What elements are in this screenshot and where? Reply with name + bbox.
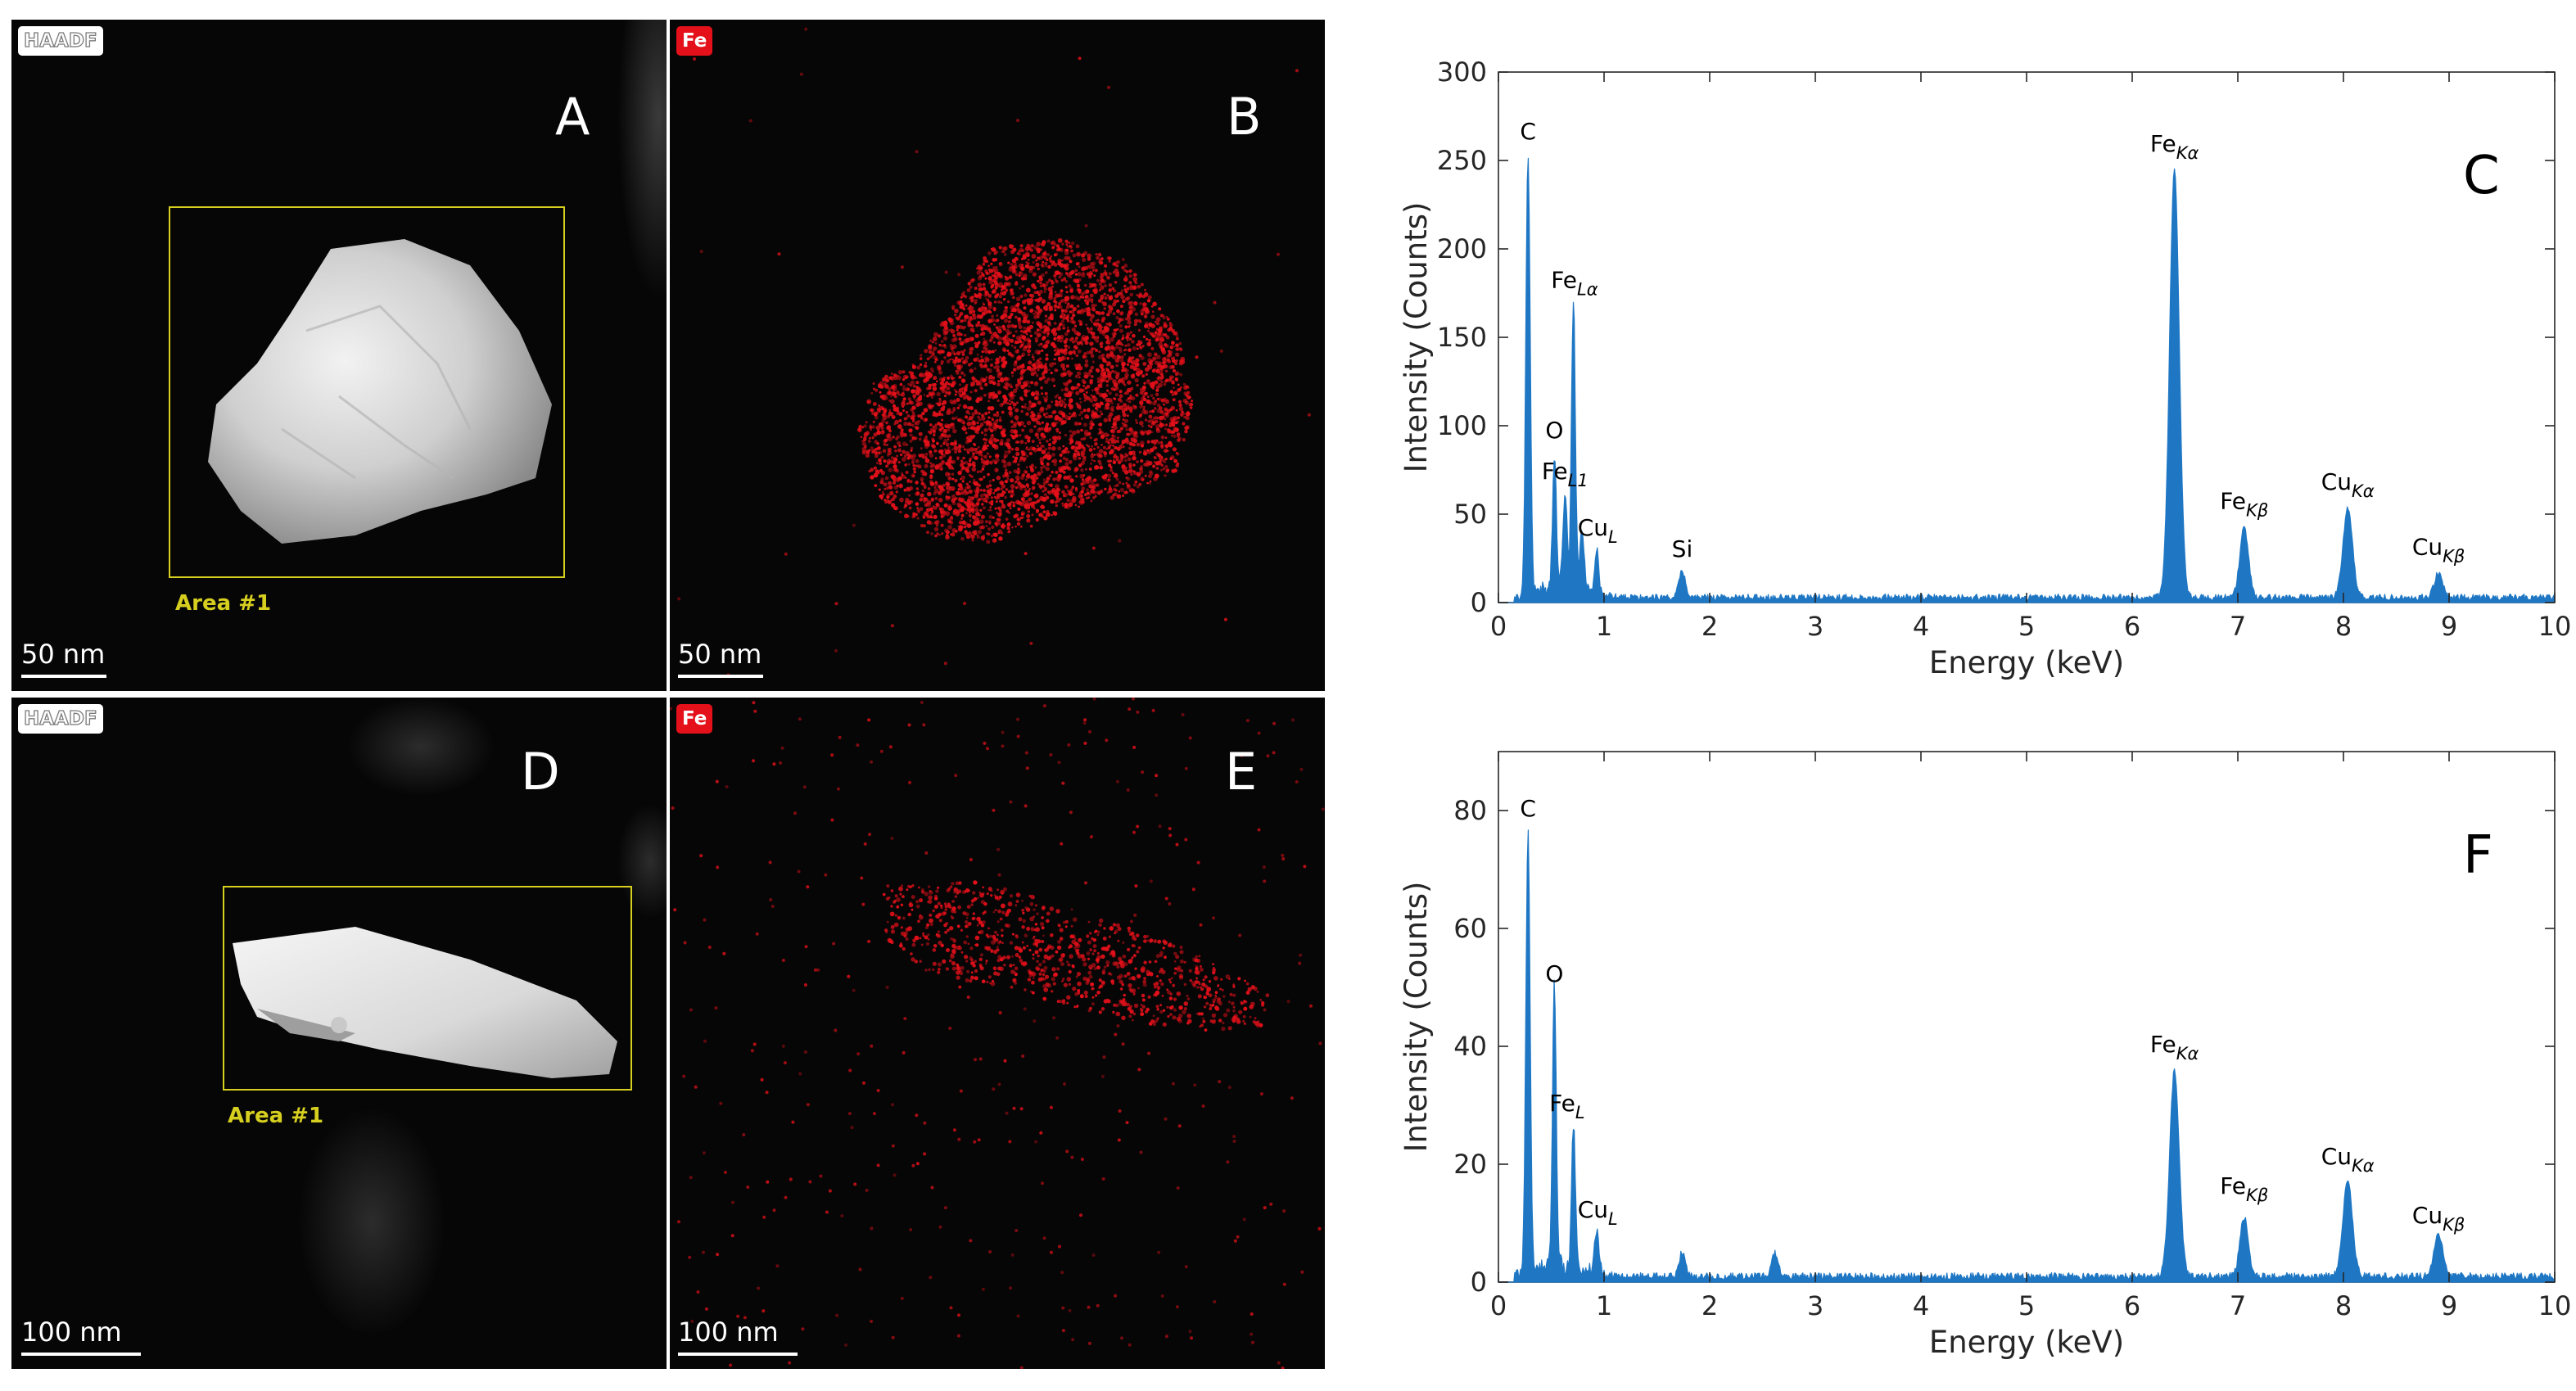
plot-frame [1498,71,2556,603]
eds-spectrum-f: 0 1 2 3 4 5 6 7 8 9 10 0 20 40 60 80 Energy (keV) Intensi… [1399,751,2571,1360]
x-tick-label: 5 [2018,611,2035,642]
panel-label-a: A [555,87,590,147]
fe-map-e: Fe E 100 nm [670,698,1325,1369]
area-box-d [223,886,632,1091]
peak-label: C [1520,795,1536,822]
y-tick-label: 300 [1437,56,1487,88]
peak-label: O [1545,417,1563,444]
scale-bar-a [21,675,106,678]
haadf-tag-a: HAADF [18,26,103,56]
y-axis-label: Intensity (Counts) [1399,882,1434,1153]
haadf-particle-d [233,698,667,1336]
fe-tag-b: Fe [676,26,713,56]
x-axis-label: Energy (keV) [1929,1325,2124,1360]
area-label-a: Area #1 [175,591,272,616]
x-tick-label: 0 [1490,611,1507,642]
scale-bar-text-b: 50 nm [678,639,762,670]
x-tick-label: 7 [2230,611,2246,642]
scale-bar-text-a: 50 nm [21,639,106,670]
y-tick-label: 0 [1471,1267,1487,1298]
haadf-tag-d: HAADF [18,704,103,734]
fe-dots-b [677,27,1311,677]
area-label-d: Area #1 [228,1104,324,1128]
panel-label: F [2463,825,2493,886]
x-tick-label: 1 [1596,1290,1612,1321]
x-tick-label: 9 [2441,1290,2457,1321]
x-tick-label: 6 [2124,1290,2140,1321]
x-tick-label: 8 [2335,611,2352,642]
y-tick-label: 250 [1437,145,1487,176]
fe-tag-e: Fe [676,704,713,734]
panel-label: C [2463,146,2500,206]
x-tick-label: 9 [2441,611,2457,642]
peak-label: O [1545,960,1563,987]
spectrum-series [1498,157,2556,603]
x-tick-label: 0 [1490,1290,1507,1321]
y-tick-label: 50 [1453,499,1487,530]
peak-label: Si [1672,535,1693,562]
fe-map-b: Fe B 50 nm [670,20,1325,691]
fe-dots-e [670,698,1325,1369]
haadf-particle-a [208,20,667,544]
panel-label-d: D [521,742,560,802]
x-axis-label: Energy (keV) [1929,645,2124,680]
x-tick-label: 10 [2538,611,2571,642]
y-tick-label: 20 [1453,1149,1487,1180]
x-tick-label: 4 [1913,611,1929,642]
y-tick-label: 150 [1437,322,1487,353]
y-tick-label: 100 [1437,410,1487,441]
x-tick-label: 3 [1807,1290,1824,1321]
haadf-image-d: Area #1 HAADF D 100 nm [11,698,667,1369]
x-tick-label: 2 [1702,1290,1718,1321]
x-tick-label: 8 [2335,1290,2352,1321]
x-tick-label: 6 [2124,611,2140,642]
scale-bar-e [678,1353,798,1356]
area-box-a [169,206,565,578]
y-axis-label: Intensity (Counts) [1399,202,1434,473]
x-tick-label: 7 [2230,1290,2246,1321]
peak-label: C [1520,118,1536,145]
x-tick-label: 5 [2018,1290,2035,1321]
plot-frame [1498,751,2556,1283]
scale-bar-b [678,675,763,678]
panel-label-b: B [1227,87,1262,147]
x-tick-label: 4 [1913,1290,1929,1321]
spectrum-series [1498,829,2556,1283]
scale-bar-text-e: 100 nm [678,1316,779,1348]
x-tick-label: 10 [2538,1290,2571,1321]
y-tick-label: 40 [1453,1031,1487,1062]
y-tick-label: 60 [1453,913,1487,944]
haadf-image-a: Area #1 HAADF A 50 nm [11,20,667,691]
fe-signal-b [677,27,1311,677]
panel-label-e: E [1225,742,1258,802]
x-tick-label: 2 [1702,611,1718,642]
fe-signal-e [670,698,1325,1369]
scale-bar-text-d: 100 nm [21,1316,122,1348]
scale-bar-d [21,1353,141,1356]
x-tick-label: 1 [1596,611,1612,642]
y-tick-label: 0 [1471,587,1487,618]
y-tick-label: 80 [1453,795,1487,826]
y-tick-label: 200 [1437,233,1487,264]
x-tick-label: 3 [1807,611,1824,642]
